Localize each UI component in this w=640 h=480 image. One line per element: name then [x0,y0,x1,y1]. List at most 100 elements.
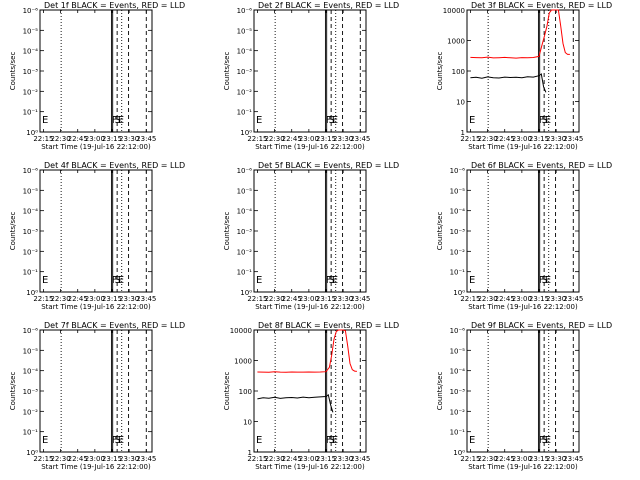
y-tick-label: 10⁻² [23,88,39,96]
x-tick-label: 23:45 [136,135,156,143]
y-axis-label: Counts/sec [436,212,444,251]
detector-panel-6: Det 6f BLACK = Events, RED = LLD22:1522:… [436,161,612,311]
chart-title: Det 2f BLACK = Events, RED = LLD [258,1,399,10]
x-tick-label: 23:00 [299,455,319,463]
y-tick-label: 10⁻² [237,88,253,96]
event-marker-S: S [542,275,548,286]
x-axis-label: Start Time (19-Jul-16 22:12:00) [468,463,578,471]
y-tick-label: 1000 [447,38,465,46]
event-marker-E: E [332,115,338,126]
series-line-1 [257,329,357,373]
y-tick-label: 10⁻³ [237,68,253,76]
y-tick-label: 10 [456,99,465,107]
y-tick-label: 10⁰ [26,289,38,297]
x-tick-label: 22:30 [50,455,70,463]
x-tick-label: 23:00 [299,295,319,303]
event-marker-E: E [332,435,338,446]
y-tick-label: 10⁻⁵ [450,187,466,195]
detector-panel-4: Det 4f BLACK = Events, RED = LLD22:1522:… [9,161,185,311]
x-tick-label: 23:00 [512,295,532,303]
x-tick-label: 23:30 [546,295,566,303]
event-marker-E: E [545,275,551,286]
y-tick-label: 10⁻⁶ [237,167,253,175]
y-tick-label: 10⁻² [450,408,466,416]
chart-title: Det 7f BLACK = Events, RED = LLD [44,321,185,330]
y-tick-label: 10⁻² [450,248,466,256]
y-tick-label: 10⁻² [237,248,253,256]
event-marker-F: F [326,435,332,446]
x-tick-label: 22:15 [33,455,53,463]
x-tick-label: 23:45 [350,295,370,303]
x-tick-label: 22:30 [50,295,70,303]
y-tick-label: 10⁻⁴ [237,208,253,216]
x-tick-label: 22:45 [282,135,302,143]
x-axis-label: Start Time (19-Jul-16 22:12:00) [255,143,365,151]
x-tick-label: 23:00 [512,135,532,143]
x-axis-label: Start Time (19-Jul-16 22:12:00) [255,303,365,311]
event-marker-F: F [112,275,118,286]
y-tick-label: 10⁻⁶ [23,7,39,15]
chart-title: Det 5f BLACK = Events, RED = LLD [258,161,399,170]
x-tick-label: 22:15 [460,455,480,463]
x-tick-label: 23:45 [563,295,583,303]
y-axis-label: Counts/sec [223,372,231,411]
x-tick-label: 23:15 [102,135,122,143]
y-tick-label: 10⁰ [240,129,252,137]
x-tick-label: 22:30 [50,135,70,143]
x-tick-label: 22:45 [282,455,302,463]
x-tick-label: 22:15 [460,295,480,303]
event-marker-S: S [329,435,335,446]
detector-panel-8: Det 8f BLACK = Events, RED = LLD22:1522:… [223,321,399,471]
x-tick-label: 23:00 [512,455,532,463]
y-tick-label: 10⁻³ [23,388,39,396]
x-tick-label: 23:45 [350,455,370,463]
y-tick-label: 10⁻¹ [237,269,253,277]
y-tick-label: 10⁻⁵ [23,27,39,35]
y-tick-label: 10⁻³ [23,228,39,236]
x-tick-label: 23:30 [333,295,353,303]
chart-title: Det 1f BLACK = Events, RED = LLD [44,1,185,10]
x-tick-label: 23:15 [316,295,336,303]
x-tick-label: 22:15 [247,295,267,303]
event-marker-E: E [545,115,551,126]
x-tick-label: 22:15 [247,135,267,143]
series-line-0 [470,73,547,93]
event-marker-E: E [256,115,262,126]
detector-panel-2: Det 2f BLACK = Events, RED = LLD 22:15 22:… [223,1,399,151]
x-tick-label: 23:45 [136,455,156,463]
y-tick-label: 10⁻¹ [23,429,39,437]
x-axis-label: Start Time (19-Jul-16 22:12:00) [468,303,578,311]
y-tick-label: 10⁻⁶ [23,167,39,175]
x-axis-label: Start Time (19-Jul-16 22:12:00) [468,143,578,151]
event-marker-F: F [326,115,332,126]
x-tick-label: 23:15 [529,135,549,143]
y-tick-label: 10⁰ [453,289,465,297]
chart-title: Det 4f BLACK = Events, RED = LLD [44,161,185,170]
detector-panel-1: Det 1f BLACK = Events, RED = LLD22:1522:… [9,1,185,151]
event-marker-S: S [115,435,121,446]
y-tick-label: 10⁻⁴ [450,208,466,216]
plot-frame [253,169,367,293]
x-tick-label: 23:15 [529,455,549,463]
series-line-0 [257,393,334,413]
y-axis-label: Counts/sec [9,52,17,91]
x-tick-label: 23:30 [546,135,566,143]
x-tick-label: 22:45 [282,295,302,303]
x-axis-label: Start Time (19-Jul-16 22:12:00) [41,143,151,151]
y-tick-label: 10⁻⁴ [23,208,39,216]
y-tick-label: 100 [452,68,465,76]
x-tick-label: 23:00 [85,135,105,143]
event-marker-S: S [329,275,335,286]
y-tick-label: 10⁻⁴ [450,368,466,376]
event-marker-S: S [542,115,548,126]
x-tick-label: 22:30 [264,295,284,303]
x-tick-label: 23:30 [119,135,139,143]
y-tick-label: 10⁻⁶ [237,7,253,15]
y-tick-label: 10⁰ [240,289,252,297]
x-tick-label: 22:45 [495,295,515,303]
y-axis-label: Counts/sec [9,372,17,411]
y-tick-label: 10⁻² [23,408,39,416]
x-tick-label: 22:45 [68,295,88,303]
y-tick-label: 10⁻⁵ [23,347,39,355]
